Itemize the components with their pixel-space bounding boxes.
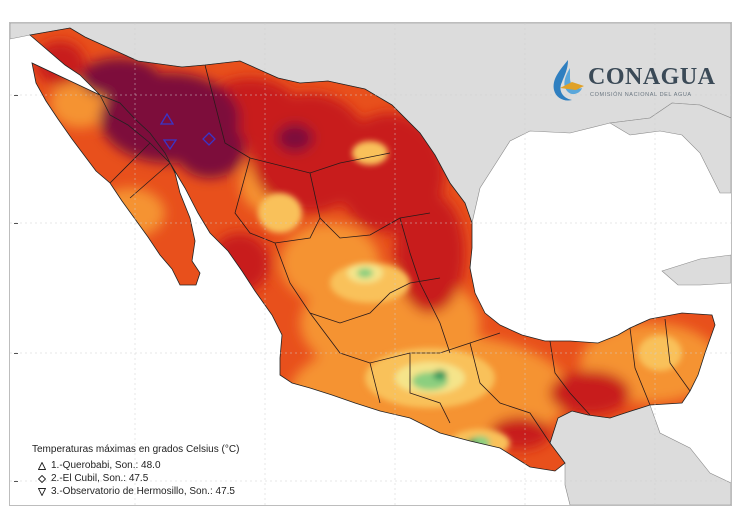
logo-name: CONAGUA (588, 64, 716, 90)
station-markers (159, 112, 216, 151)
guatemala-land (549, 404, 731, 505)
legend-item-hermosillo: 3.-Observatorio de Hermosillo, Son.: 47.… (32, 485, 239, 498)
logo-subtitle: COMISIÓN NACIONAL DEL AGUA (590, 92, 692, 98)
legend-label: 3.-Observatorio de Hermosillo, Son.: 47.… (51, 486, 235, 497)
triangle-down-icon (38, 487, 46, 496)
legend-label: 2.-El Cubil, Son.: 47.5 (51, 473, 149, 484)
legend-title: Temperaturas máximas en grados Celsius (… (32, 444, 240, 455)
map-frame: CONAGUA COMISIÓN NACIONAL DEL AGUA Tempe… (9, 22, 732, 506)
diamond-icon (38, 474, 46, 483)
conagua-logo: CONAGUA COMISIÓN NACIONAL DEL AGUA (550, 58, 720, 108)
triangle-up-icon (38, 461, 46, 470)
station-marker-querobabi (159, 112, 175, 125)
florida-land (609, 102, 731, 194)
water-drop-icon (553, 60, 584, 101)
cuba-land (661, 254, 731, 286)
map-gridlines (10, 23, 731, 505)
temperature-map (10, 23, 731, 505)
legend-item-el-cubil: 2.-El Cubil, Son.: 47.5 (32, 472, 239, 485)
legend-item-querobabi: 1.-Querobabi, Son.: 48.0 (32, 459, 239, 472)
map-legend: Temperaturas máximas en grados Celsius (… (32, 444, 239, 498)
station-marker-el-cubil (202, 132, 216, 146)
legend-label: 1.-Querobabi, Son.: 48.0 (51, 460, 161, 471)
station-marker-hermosillo (162, 139, 178, 151)
